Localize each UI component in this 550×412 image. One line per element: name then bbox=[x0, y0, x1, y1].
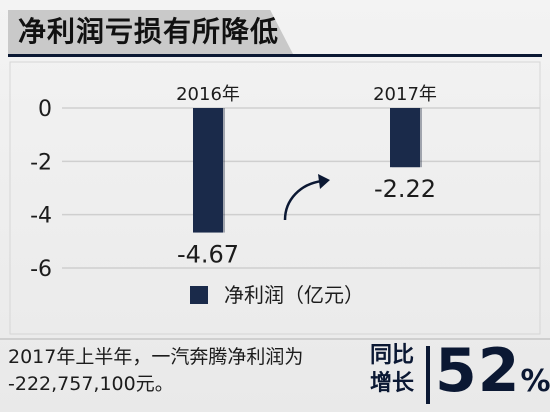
footer-text-line2: -222,757,100元。 bbox=[8, 373, 174, 395]
arrow-head-icon bbox=[318, 174, 330, 189]
divider bbox=[0, 338, 550, 340]
legend-swatch bbox=[190, 286, 208, 304]
net-profit-chart: 0 -2 -4 -6 2016年 -4.67 2017年 -2.22 净利润（亿元） bbox=[9, 61, 541, 335]
title-bar: 净利润亏损有所降低 bbox=[8, 10, 542, 57]
footer-text-line1: 2017年上半年，一汽奔腾净利润为 bbox=[8, 346, 304, 368]
y-tick-label: 0 bbox=[38, 97, 52, 122]
yoy-accent-bar bbox=[426, 346, 430, 404]
data-label: -4.67 bbox=[177, 241, 239, 269]
bar bbox=[193, 108, 223, 233]
plot-frame bbox=[9, 61, 541, 335]
yoy-label-line2: 增长 bbox=[370, 371, 415, 396]
y-tick-label: -4 bbox=[30, 204, 52, 229]
bar bbox=[390, 108, 420, 168]
legend-label: 净利润（亿元） bbox=[224, 283, 364, 307]
yoy-label: 同比 增长 bbox=[370, 342, 422, 398]
page-title: 净利润亏损有所降低 bbox=[8, 10, 294, 54]
yoy-label-line1: 同比 bbox=[370, 343, 415, 368]
footer-summary: 2017年上半年，一汽奔腾净利润为 -222,757,100元。 bbox=[8, 344, 368, 398]
y-tick-label: -2 bbox=[30, 150, 52, 175]
y-tick-label: -6 bbox=[30, 257, 52, 282]
yoy-number: 52 bbox=[435, 336, 521, 406]
category-label: 2017年 bbox=[373, 84, 437, 105]
data-label: -2.22 bbox=[374, 175, 436, 203]
upward-arrow-icon bbox=[283, 179, 323, 221]
yoy-value: 52% bbox=[435, 336, 550, 412]
category-label: 2016年 bbox=[176, 84, 240, 105]
yoy-unit: % bbox=[520, 364, 550, 399]
